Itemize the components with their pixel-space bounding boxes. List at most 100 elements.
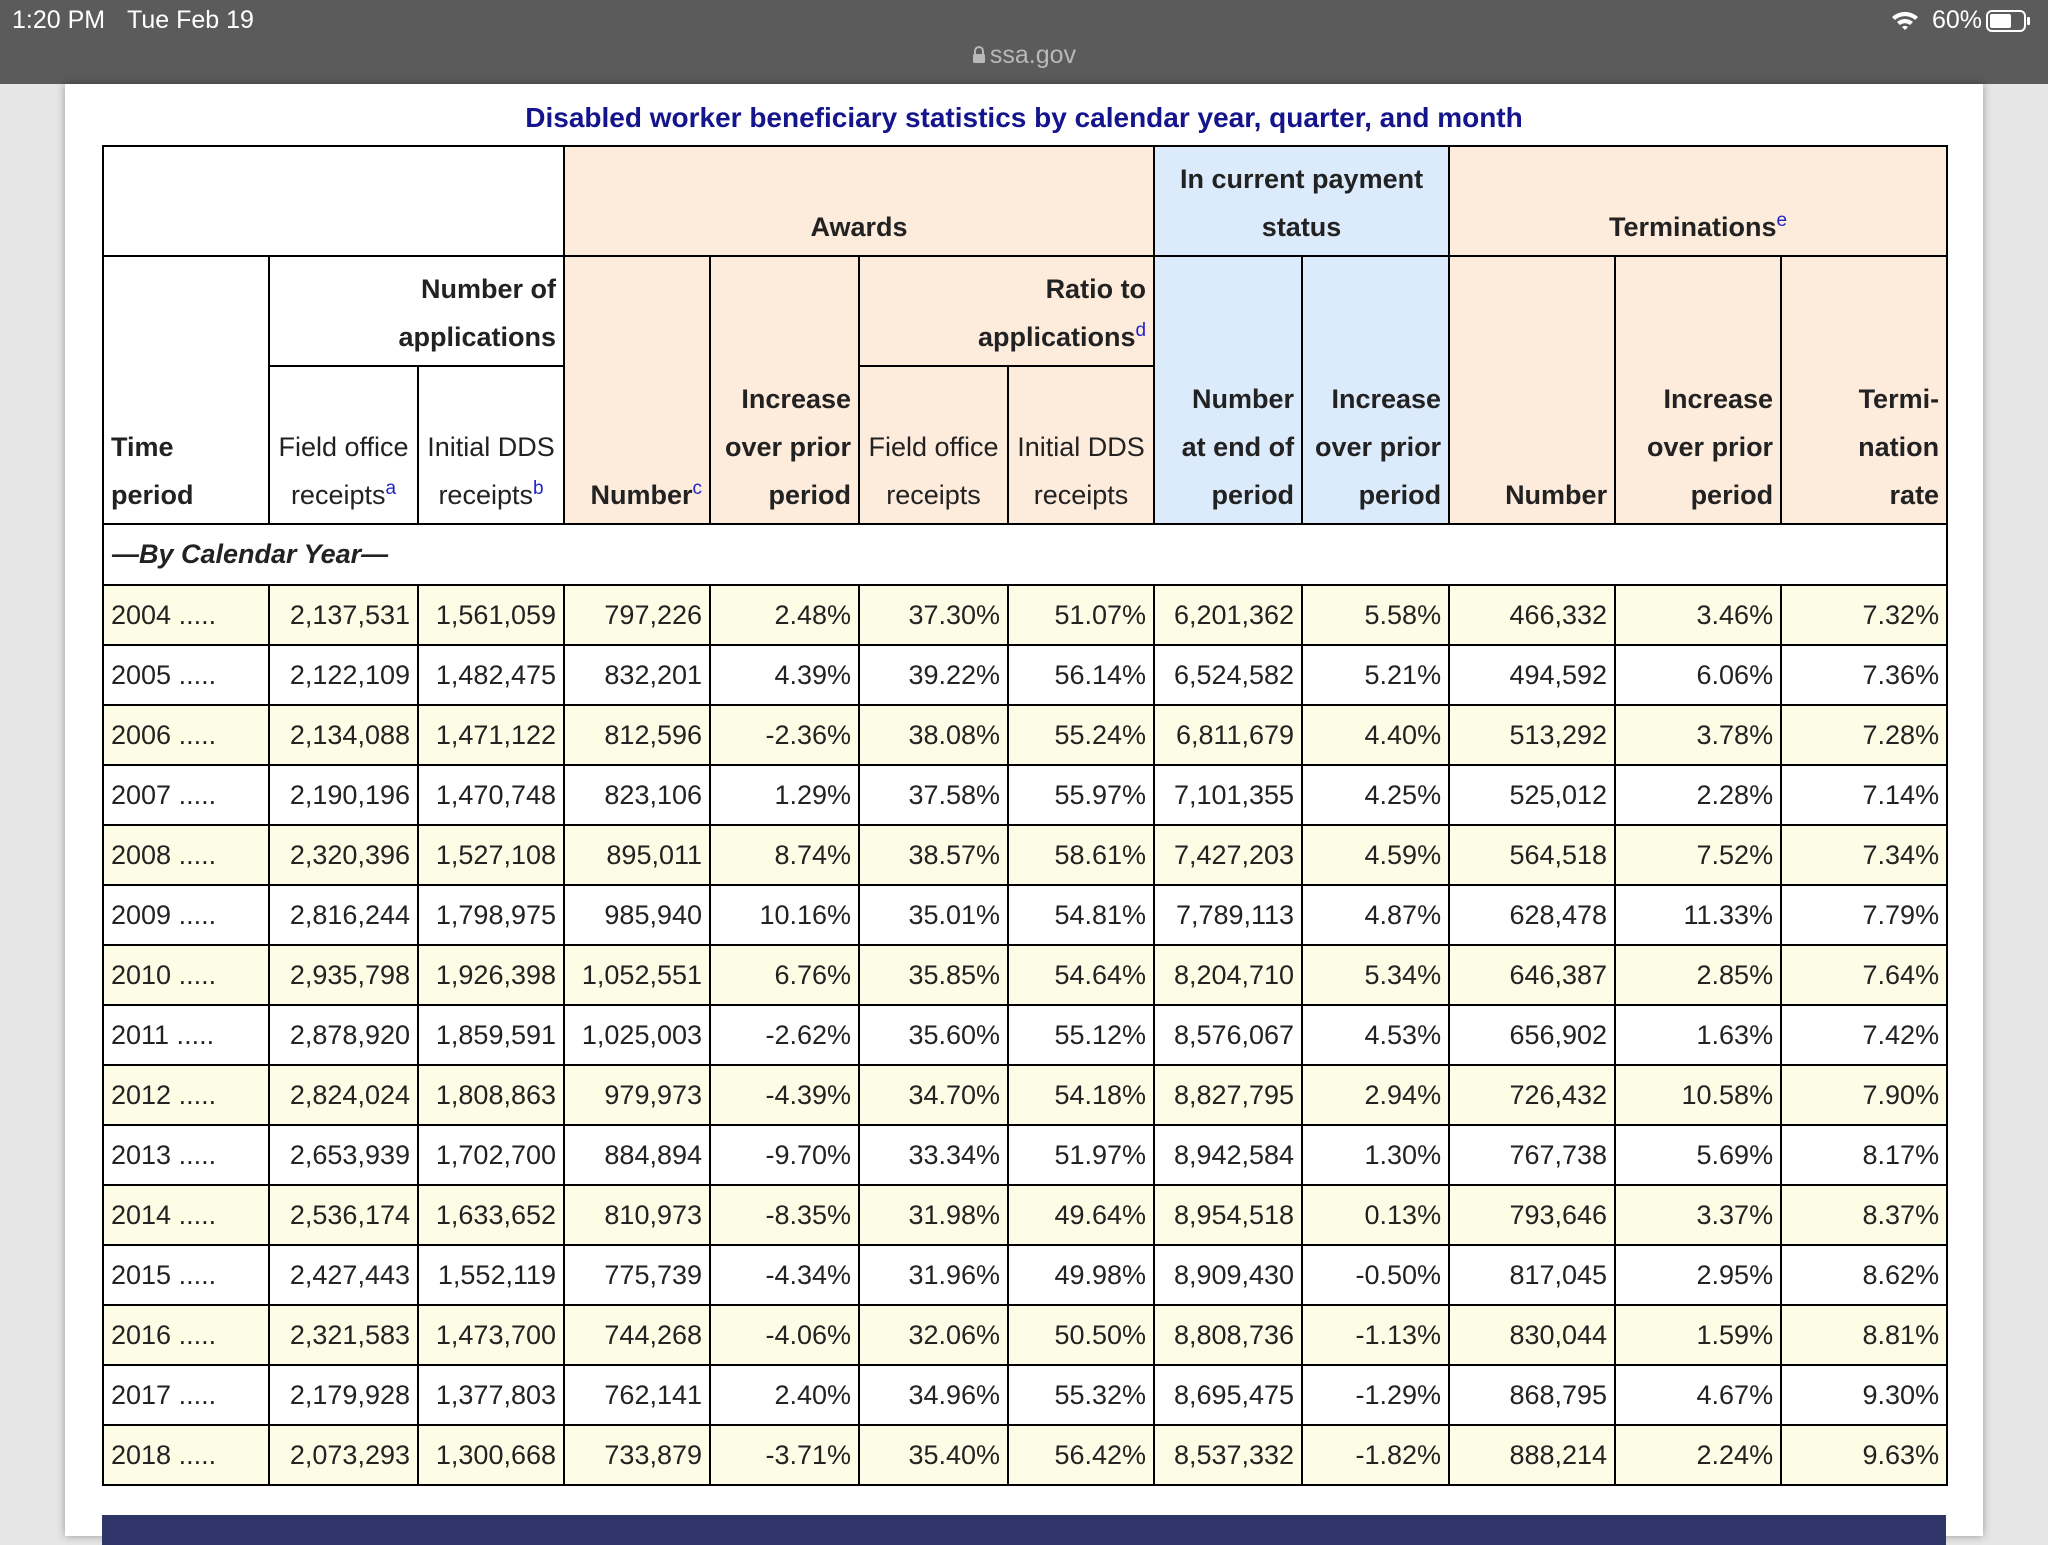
footnote-link[interactable]: b (532, 478, 544, 499)
value-cell: 54.64% (1007, 944, 1156, 1006)
value-cell: 2,073,293 (268, 1424, 419, 1486)
value-cell: 2,935,798 (268, 944, 419, 1006)
value-cell: 6,201,362 (1153, 584, 1304, 646)
period-cell: 2010 ..... (102, 944, 270, 1006)
table-body: —By Calendar Year— 2004 ..... 2,137,531 1,… (101, 523, 1949, 1486)
value-cell: 1.30% (1301, 1124, 1451, 1186)
value-cell: 6.76% (709, 944, 861, 1006)
wifi-icon (1892, 11, 1918, 30)
value-cell: 797,226 (563, 584, 712, 646)
header-text: Number (1505, 480, 1608, 510)
value-cell: 1,470,748 (416, 764, 566, 826)
value-cell: 5.21% (1301, 644, 1451, 706)
value-cell: 1,473,700 (416, 1304, 566, 1366)
footnote-link[interactable]: d (1135, 320, 1147, 341)
value-cell: 8,909,430 (1153, 1244, 1304, 1306)
url-bar[interactable]: ssa.gov (0, 41, 2048, 70)
value-cell: 4.87% (1301, 884, 1451, 946)
value-cell: 8,942,584 (1153, 1124, 1304, 1186)
value-cell: 7,789,113 (1153, 884, 1304, 946)
header-cell: Field office receiptsa (268, 365, 419, 525)
value-cell: 54.81% (1007, 884, 1156, 946)
value-cell: 8.81% (1780, 1304, 1949, 1366)
value-cell: 1.59% (1614, 1304, 1783, 1366)
value-cell: 884,894 (563, 1124, 712, 1186)
value-cell: 830,044 (1448, 1304, 1617, 1366)
value-cell: 5.69% (1614, 1124, 1783, 1186)
header-text: Termi-nation rate (1858, 384, 1940, 510)
value-cell: 810,973 (563, 1184, 712, 1246)
value-cell: 1,798,975 (416, 884, 566, 946)
header-text: Increase over prior period (1647, 384, 1774, 510)
value-cell: 38.57% (858, 824, 1010, 886)
value-cell: 4.67% (1614, 1364, 1783, 1426)
value-cell: 6,524,582 (1153, 644, 1304, 706)
section-row: —By Calendar Year— (101, 523, 1949, 586)
value-cell: 8.17% (1780, 1124, 1949, 1186)
header-text: Increase over prior period (1315, 384, 1442, 510)
value-cell: 823,106 (563, 764, 712, 826)
value-cell: 6.06% (1614, 644, 1783, 706)
period-cell: 2014 ..... (102, 1184, 270, 1246)
header-text: In current payment status (1180, 164, 1424, 242)
value-cell: 4.40% (1301, 704, 1451, 766)
header-cell: Numberc (563, 255, 712, 525)
value-cell: -8.35% (709, 1184, 861, 1246)
value-cell: 2,190,196 (268, 764, 419, 826)
period-cell: 2015 ..... (102, 1244, 270, 1306)
value-cell: 2.95% (1614, 1244, 1783, 1306)
value-cell: 35.40% (858, 1424, 1010, 1486)
value-cell: 2.48% (709, 584, 861, 646)
value-cell: -0.50% (1301, 1244, 1451, 1306)
header-cell: Number (1448, 255, 1617, 525)
value-cell: 762,141 (563, 1364, 712, 1426)
table-footer-bar (102, 1515, 1946, 1545)
value-cell: 34.70% (858, 1064, 1010, 1126)
value-cell: 7.36% (1780, 644, 1949, 706)
value-cell: -1.29% (1301, 1364, 1451, 1426)
header-group: Terminationse (1448, 145, 1949, 257)
value-cell: 7,427,203 (1153, 824, 1304, 886)
section-label: —By Calendar Year— (101, 523, 1949, 586)
footnote-link[interactable]: e (1776, 210, 1788, 231)
data-row: 2008 ..... 2,320,396 1,527,108 895,011 8.74%… (102, 824, 1949, 886)
value-cell: 1,561,059 (416, 584, 566, 646)
data-row: 2010 ..... 2,935,798 1,926,398 1,052,551 6.7… (102, 944, 1949, 1006)
data-row: 2006 ..... 2,134,088 1,471,122 812,596 -2.36… (102, 704, 1949, 766)
value-cell: 2,320,396 (268, 824, 419, 886)
value-cell: 7,101,355 (1153, 764, 1304, 826)
value-cell: 1,025,003 (563, 1004, 712, 1066)
value-cell: 494,592 (1448, 644, 1617, 706)
battery-icon (1986, 10, 2030, 32)
period-cell: 2017 ..... (102, 1364, 270, 1426)
header-text: Terminations (1609, 212, 1777, 242)
value-cell: 1,633,652 (416, 1184, 566, 1246)
value-cell: 7.64% (1780, 944, 1949, 1006)
table-title: Disabled worker beneficiary statistics b… (525, 102, 1523, 133)
header-cell: Number of applications (267, 255, 566, 367)
value-cell: 888,214 (1448, 1424, 1617, 1486)
header-cell: Increase over prior period (1301, 255, 1451, 525)
header-cell: Ratio to applicationsd (858, 255, 1156, 367)
header-cell: Field office receipts (858, 365, 1010, 525)
header-cell: Time period (102, 255, 270, 525)
footnote-link[interactable]: c (692, 478, 703, 499)
value-cell: 2.40% (709, 1364, 861, 1426)
value-cell: 1.29% (709, 764, 861, 826)
value-cell: 35.60% (858, 1004, 1010, 1066)
value-cell: 1,926,398 (416, 944, 566, 1006)
value-cell: 35.01% (858, 884, 1010, 946)
header-text: Field office receipts (868, 432, 999, 510)
data-row: 2018 ..... 2,073,293 1,300,668 733,879 -3.71… (102, 1424, 1949, 1486)
data-row: 2017 ..... 2,179,928 1,377,803 762,141 2.40%… (102, 1364, 1949, 1426)
value-cell: 8.74% (709, 824, 861, 886)
value-cell: 8,537,332 (1153, 1424, 1304, 1486)
header-text: Ratio to applications (977, 274, 1147, 352)
value-cell: -3.71% (709, 1424, 861, 1486)
value-cell: 5.58% (1301, 584, 1451, 646)
footnote-link[interactable]: a (385, 478, 397, 499)
value-cell: 1,300,668 (416, 1424, 566, 1486)
value-cell: 55.24% (1007, 704, 1156, 766)
value-cell: 646,387 (1448, 944, 1617, 1006)
period-cell: 2005 ..... (102, 644, 270, 706)
